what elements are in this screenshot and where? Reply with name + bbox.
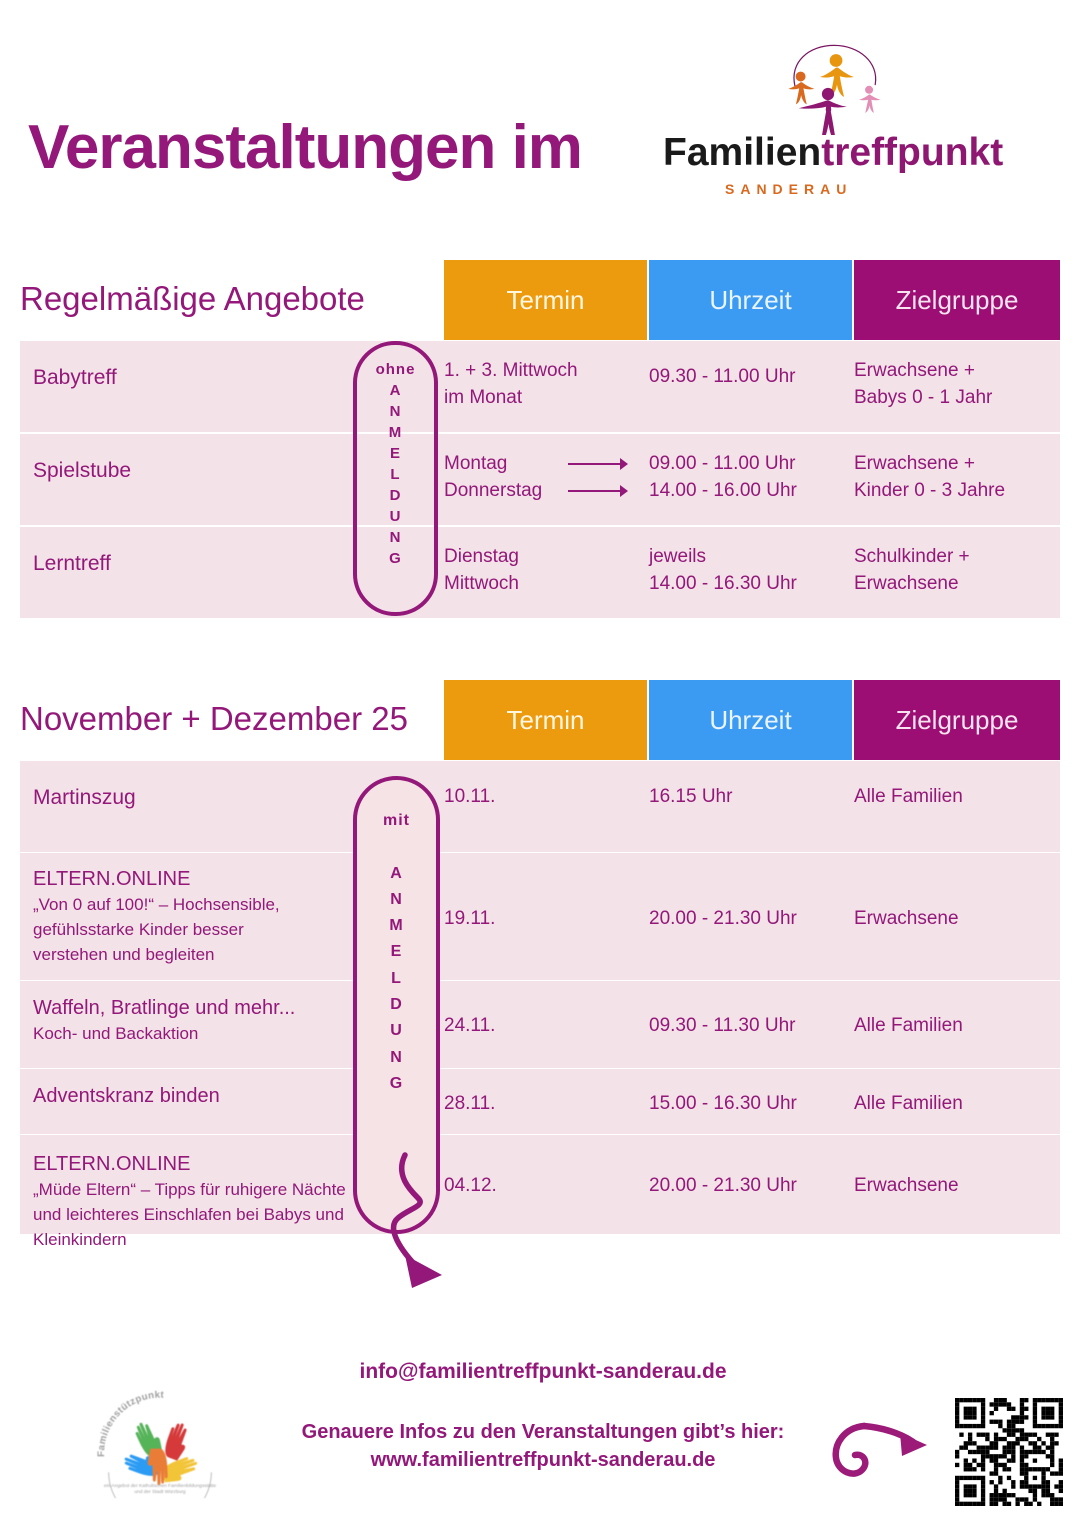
svg-text:und der Stadt Würzburg: und der Stadt Würzburg	[134, 1489, 186, 1495]
svg-text:ein Angebot der Katholischen F: ein Angebot der Katholischen Familienbil…	[104, 1483, 217, 1489]
